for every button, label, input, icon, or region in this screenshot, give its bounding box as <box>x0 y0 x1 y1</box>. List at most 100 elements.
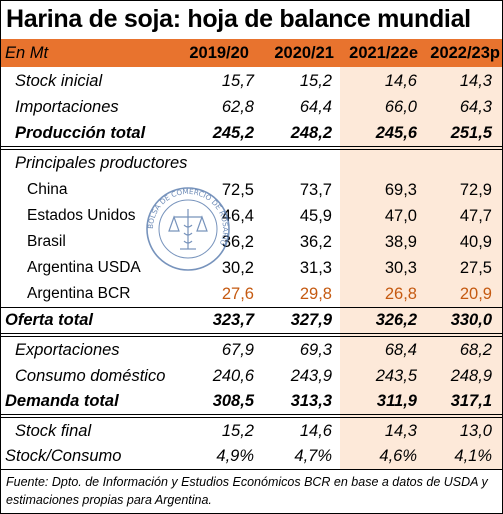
source-footnote: Fuente: Dpto. de Información y Estudios … <box>6 475 488 507</box>
table-row: Argentina BCR 27,6 29,8 26,8 20,9 <box>1 281 502 307</box>
value-cell: 27,6 <box>221 285 254 303</box>
value-cell: 27,5 <box>459 259 492 277</box>
value-cell: 323,7 <box>212 311 254 329</box>
value-cell: 46,4 <box>221 207 254 225</box>
header-row: En Mt 2019/20 2020/21 2021/22e 2022/23p <box>1 39 502 67</box>
table-row: Oferta total 323,7 327,9 326,2 330,0 <box>1 307 502 333</box>
row-divider <box>1 307 502 308</box>
row-label: Exportaciones <box>15 341 120 359</box>
value-cell: 14,6 <box>299 422 332 440</box>
value-cell: 308,5 <box>212 392 254 410</box>
value-cell: 38,9 <box>384 233 417 251</box>
value-cell: 47,7 <box>459 207 492 225</box>
value-cell: 20,9 <box>459 285 492 303</box>
value-cell: 68,2 <box>459 341 492 359</box>
section-label: Principales productores <box>15 154 188 172</box>
table-row: Importaciones 62,8 64,4 66,0 64,3 <box>1 94 502 120</box>
value-cell: 66,0 <box>384 98 417 116</box>
value-cell: 68,4 <box>384 341 417 359</box>
value-cell: 15,2 <box>299 72 332 90</box>
table-row: Brasil 36,2 36,2 38,9 40,9 <box>1 229 502 255</box>
value-cell: 243,9 <box>290 367 332 385</box>
value-cell: 69,3 <box>299 341 332 359</box>
value-cell: 327,9 <box>290 311 332 329</box>
value-cell: 30,2 <box>221 259 254 277</box>
section-row: Principales productores <box>1 150 502 176</box>
row-label: China <box>27 181 68 198</box>
year-header: 2021/22e <box>349 44 418 62</box>
value-cell: 245,2 <box>212 124 254 142</box>
value-cell: 14,3 <box>384 422 417 440</box>
table-row: Exportaciones 67,9 69,3 68,4 68,2 <box>1 337 502 363</box>
value-cell: 14,6 <box>384 72 417 90</box>
year-header: 2020/21 <box>274 44 334 62</box>
value-cell: 36,2 <box>299 233 332 251</box>
value-cell: 240,6 <box>212 367 254 385</box>
value-cell: 4,7% <box>294 447 332 465</box>
value-cell: 243,5 <box>375 367 417 385</box>
table-row: Argentina USDA 30,2 31,3 30,3 27,5 <box>1 255 502 281</box>
value-cell: 248,9 <box>450 367 492 385</box>
value-cell: 14,3 <box>459 72 492 90</box>
value-cell: 40,9 <box>459 233 492 251</box>
projection-shading <box>340 67 502 469</box>
table-title: Harina de soja: hoja de balance mundial <box>6 5 471 33</box>
row-divider <box>1 469 502 470</box>
row-label: Importaciones <box>15 98 119 116</box>
value-cell: 29,8 <box>299 285 332 303</box>
table-row: Estados Unidos 46,4 45,9 47,0 47,7 <box>1 203 502 229</box>
value-cell: 73,7 <box>299 181 332 199</box>
value-cell: 317,1 <box>450 392 492 410</box>
value-cell: 251,5 <box>450 124 492 142</box>
value-cell: 64,3 <box>459 98 492 116</box>
row-label: Brasil <box>27 233 66 250</box>
row-label: Stock final <box>15 422 92 440</box>
value-cell: 326,2 <box>375 311 417 329</box>
value-cell: 4,6% <box>379 447 417 465</box>
table-row: Stock final 15,2 14,6 14,3 13,0 <box>1 418 502 444</box>
table-row: Producción total 245,2 248,2 245,6 251,5 <box>1 120 502 146</box>
row-label: Consumo doméstico <box>15 367 166 385</box>
value-cell: 248,2 <box>290 124 332 142</box>
row-label: Oferta total <box>5 311 94 329</box>
value-cell: 26,8 <box>384 285 417 303</box>
value-cell: 72,5 <box>221 181 254 199</box>
value-cell: 15,7 <box>221 72 254 90</box>
value-cell: 4,9% <box>216 447 254 465</box>
bcr-seal-watermark: BOLSA DE COMERCIO DE ROSARIO <box>146 187 230 271</box>
table-row: Stock inicial 15,7 15,2 14,6 14,3 <box>1 68 502 94</box>
value-cell: 13,0 <box>459 422 492 440</box>
row-divider <box>1 333 502 337</box>
row-divider <box>1 146 502 150</box>
value-cell: 311,9 <box>376 392 417 410</box>
table-row: Consumo doméstico 240,6 243,9 243,5 248,… <box>1 363 502 389</box>
row-label: Demanda total <box>5 392 119 410</box>
value-cell: 4,1% <box>454 447 492 465</box>
value-cell: 67,9 <box>221 341 254 359</box>
value-cell: 36,2 <box>221 233 254 251</box>
value-cell: 330,0 <box>450 311 492 329</box>
row-label: Argentina BCR <box>27 285 131 302</box>
year-header: 2022/23p <box>430 44 500 62</box>
row-divider <box>1 414 502 418</box>
row-label: Estados Unidos <box>27 207 136 224</box>
table-row: Demanda total 308,5 313,3 311,9 317,1 <box>1 388 502 414</box>
value-cell: 245,6 <box>375 124 417 142</box>
value-cell: 64,4 <box>299 98 332 116</box>
table-row: Stock/Consumo 4,9% 4,7% 4,6% 4,1% <box>1 443 502 469</box>
unit-label: En Mt <box>5 44 49 62</box>
value-cell: 72,9 <box>459 181 492 199</box>
row-label: Stock/Consumo <box>5 447 122 465</box>
value-cell: 15,2 <box>221 422 254 440</box>
value-cell: 69,3 <box>384 181 417 199</box>
value-cell: 45,9 <box>299 207 332 225</box>
year-header: 2019/20 <box>189 44 249 62</box>
row-label: Stock inicial <box>15 72 103 90</box>
value-cell: 62,8 <box>221 98 254 116</box>
row-label: Producción total <box>15 124 146 142</box>
row-label: Argentina USDA <box>27 259 141 276</box>
table-row: China 72,5 73,7 69,3 72,9 <box>1 177 502 203</box>
value-cell: 30,3 <box>384 259 417 277</box>
value-cell: 47,0 <box>384 207 417 225</box>
